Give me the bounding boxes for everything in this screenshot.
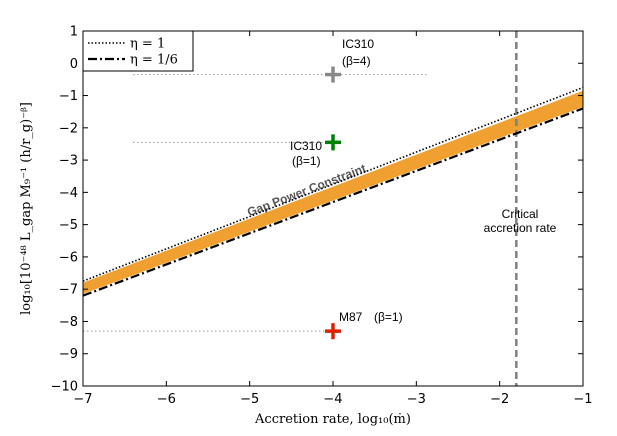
y-tick-label: −5: [59, 218, 78, 233]
legend-box: [82, 30, 194, 72]
band-layer: Gap Power Constraint: [83, 90, 583, 295]
reference-lines: [83, 74, 429, 332]
x-tick-label: −4: [323, 392, 342, 407]
y-tick-label: −10: [51, 380, 78, 395]
x-tick-label: −6: [157, 392, 176, 407]
legend-label: η = 1/6: [130, 53, 178, 68]
y-tick-label: −3: [59, 154, 78, 169]
x-tick-label: −7: [73, 392, 92, 407]
x-tick-label: −5: [240, 392, 259, 407]
point-sub-0: (β=4): [342, 54, 371, 68]
legend-label: η = 1: [130, 37, 165, 52]
x-tick-label: −2: [490, 392, 509, 407]
y-tick-label: 1: [70, 25, 78, 40]
y-tick-label: −9: [59, 347, 78, 362]
points-layer: IC310(β=4)IC310(β=1)M87 (β=1): [290, 37, 403, 340]
y-tick-label: −8: [59, 315, 78, 330]
y-tick-label: −6: [59, 250, 78, 265]
y-tick-label: −4: [59, 186, 78, 201]
point-sub-2: (β=1): [374, 310, 403, 324]
critical-label-line1: Critical: [502, 207, 539, 221]
y-tick-label: −2: [59, 121, 78, 136]
series-layer: [82, 86, 584, 297]
y-tick-label: 0: [70, 57, 78, 72]
x-tick-label: −3: [407, 392, 426, 407]
series-line-1: [82, 107, 584, 297]
y-axis-label: log₁₀[10⁻⁴⁸ L_gap M₉⁻¹ (h/r_g)⁻ᵝ]: [19, 102, 34, 315]
x-tick-label: −1: [573, 392, 592, 407]
x-axis-label: Accretion rate, log₁₀(ṁ): [254, 412, 411, 427]
legend: η = 1η = 1/6: [82, 30, 194, 72]
y-tick-label: −1: [59, 89, 78, 104]
point-name-1: IC310: [290, 139, 322, 153]
gap-power-band: [83, 90, 583, 295]
critical-label-line2: accretion rate: [484, 221, 557, 235]
y-tick-label: −7: [59, 283, 78, 298]
point-name-2: M87: [339, 310, 363, 324]
axes-layer: −7 −6 −5 −4 −3 −2 −1−10−9−8−7−6−5−4−3−2−101: [51, 25, 593, 408]
point-name-0: IC310: [342, 37, 374, 51]
point-sub-1: (β=1): [292, 154, 321, 168]
